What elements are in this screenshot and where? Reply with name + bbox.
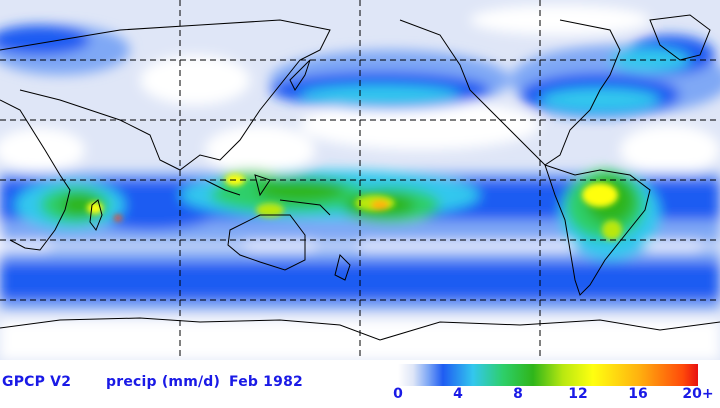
- colorbar: [398, 364, 698, 386]
- date-label: Feb 1982: [229, 374, 303, 390]
- variable-label: precip (mm/d): [106, 374, 221, 390]
- precipitation-map: [0, 0, 720, 360]
- colorbar-tick-label: 8: [513, 386, 523, 402]
- colorbar-tick-label: 0: [393, 386, 403, 402]
- colorbar-ticks: 0 4 8 12 16 20+: [0, 386, 720, 406]
- gridlines: [0, 0, 720, 360]
- product-name: GPCP V2: [2, 374, 72, 390]
- colorbar-tick-label: 16: [628, 386, 648, 402]
- colorbar-tick-label: 4: [453, 386, 463, 402]
- colorbar-tick-label: 12: [568, 386, 588, 402]
- colorbar-tick-label: 20+: [682, 386, 714, 402]
